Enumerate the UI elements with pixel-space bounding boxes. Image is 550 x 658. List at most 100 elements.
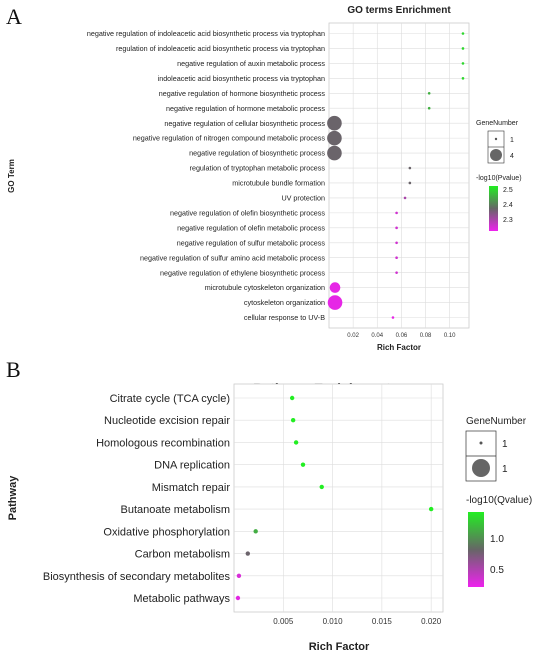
panel-b-category-label: DNA replication <box>154 460 230 472</box>
panel-a-category-label: regulation of indoleacetic acid biosynth… <box>116 44 325 53</box>
panel-a-category-label: negative regulation of hormone metabolic… <box>166 104 325 113</box>
panel-a-category-label: negative regulation of biosynthetic proc… <box>189 149 325 158</box>
panel-a-category-label: negative regulation of nitrogen compound… <box>133 134 326 143</box>
panel-b-color-legend-bar <box>468 512 484 587</box>
panel-a-point <box>408 181 412 185</box>
panel-a-point <box>395 256 398 260</box>
panel-a-point <box>427 106 431 110</box>
panel-b-point <box>428 506 434 512</box>
panel-b-point <box>236 573 242 578</box>
panel-a-point <box>461 77 465 80</box>
panel-b-x-tick-label: 0.005 <box>273 617 294 626</box>
panel-b-point <box>290 418 296 423</box>
panel-b-category-label: Nucleotide excision repair <box>104 415 230 427</box>
panel-b-category-label: Biosynthesis of secondary metabolites <box>43 571 231 583</box>
panel-b-point <box>235 595 241 601</box>
panel-a-point <box>395 241 398 245</box>
panel-a-category-label: negative regulation of cellular biosynth… <box>164 119 325 128</box>
panel-a-category-label: negative regulation of sulfur metabolic … <box>177 238 326 247</box>
panel-b-gridlines <box>234 384 443 612</box>
panel-a-category-label: negative regulation of olefin biosynthet… <box>170 208 325 217</box>
panel-a-plot-area <box>328 22 470 329</box>
panel-b-letter: B <box>6 357 21 382</box>
panel-b-category-label: Oxidative phosphorylation <box>103 526 230 538</box>
panel-b-x-tick-label: 0.015 <box>372 617 393 626</box>
panel-b-points <box>235 395 434 601</box>
panel-b-color-legend-label-1: 1.0 <box>490 534 504 545</box>
panel-a-category-label: cytoskeleton organization <box>244 298 325 307</box>
panel-a-category-label: UV protection <box>281 194 325 203</box>
panel-b-x-tick-label: 0.010 <box>323 617 344 626</box>
panel-b-point <box>253 529 258 534</box>
panel-b-category-label: Carbon metabolism <box>135 549 230 561</box>
panel-a-y-axis-label: GO Term <box>7 159 16 193</box>
panel-a-size-legend-label-2: 4 <box>510 153 514 160</box>
panel-a-category-label: cellular response to UV-B <box>244 313 325 322</box>
panel-a-x-tick-label: 0.02 <box>347 333 359 339</box>
panel-a-point <box>395 211 398 215</box>
panel-a-size-legend-label-1: 1 <box>510 137 514 144</box>
panel-a-color-legend-label-3: 2.3 <box>503 217 513 224</box>
panel-a-category-label: microtubule bundle formation <box>232 179 325 188</box>
panel-b-x-tick-label: 0.020 <box>421 617 442 626</box>
panel-a-category-label: negative regulation of hormone biosynthe… <box>159 89 326 98</box>
panel-a-letter: A <box>6 4 22 29</box>
panel-a-x-axis-label: Rich Factor <box>377 343 421 352</box>
panel-a-point <box>427 91 431 95</box>
panel-a-points <box>327 32 465 319</box>
panel-a-category-label: negative regulation of olefin metabolic … <box>177 223 325 232</box>
panel-b-point <box>300 462 306 467</box>
panel-a-point <box>461 47 465 50</box>
panel-a-category-label: negative regulation of sulfur amino acid… <box>140 253 325 262</box>
panel-a-point <box>329 282 341 293</box>
panel-a-title: GO terms Enrichment <box>347 5 451 16</box>
panel-a-point <box>327 130 342 146</box>
panel-a-size-legend-large-dot <box>490 149 502 161</box>
panel-a-color-legend-label-1: 2.5 <box>503 187 513 194</box>
panel-b-category-label: Homologous recombination <box>96 437 230 449</box>
panel-b-size-legend-title: GeneNumber <box>466 416 527 427</box>
panel-a-size-legend-small-dot <box>494 137 498 141</box>
panel-b-size-legend-label-2: 1 <box>502 464 508 475</box>
panel-a-point <box>327 115 342 131</box>
panel-b-point <box>293 440 299 445</box>
panel-a-gridlines <box>329 23 469 328</box>
panel-a-point <box>395 271 398 274</box>
panel-a-point <box>327 145 342 161</box>
panel-a-color-legend-label-2: 2.4 <box>503 202 513 209</box>
panel-a-color-legend-title: -log10(Pvalue) <box>476 175 522 182</box>
panel-b-category-label: Metabolic pathways <box>133 593 230 605</box>
panel-a-point <box>461 32 465 35</box>
panel-b-size-legend-label-1: 1 <box>502 439 508 450</box>
panel-b-color-legend-label-2: 0.5 <box>490 565 504 576</box>
panel-b-category-label: Mismatch repair <box>152 482 231 494</box>
panel-a-point <box>395 226 398 230</box>
panel-b-point <box>245 551 251 556</box>
panel-a-category-label: negative regulation of auxin metabolic p… <box>177 59 325 68</box>
panel-b-size-legend-large-dot <box>472 459 490 477</box>
panel-a-point <box>327 295 343 310</box>
panel-a-point <box>461 62 465 65</box>
panel-b-category-labels: Citrate cycle (TCA cycle) Nucleotide exci… <box>43 393 231 605</box>
panel-a-category-labels: negative regulation of indoleacetic acid… <box>87 29 326 322</box>
panel-b-color-legend-title: -log10(Qvalue) <box>466 495 532 506</box>
panel-a-category-label: indoleacetic acid biosynthetic process v… <box>158 74 325 83</box>
panel-a-x-tick-label: 0.06 <box>396 333 408 339</box>
panel-a-point <box>403 196 407 200</box>
panel-a-point <box>408 166 412 170</box>
panel-b-y-axis-label: Pathway <box>7 475 19 521</box>
panel-a-category-label: regulation of tryptophan metabolic proce… <box>190 164 326 173</box>
panel-b-point <box>289 395 295 401</box>
panel-b-x-ticks: 0.005 0.010 0.015 0.020 <box>273 617 441 626</box>
panel-b-category-label: Citrate cycle (TCA cycle) <box>110 393 230 405</box>
panel-a-category-label: negative regulation of indoleacetic acid… <box>87 29 325 38</box>
panel-b-category-label: Butanoate metabolism <box>121 504 230 516</box>
panel-b-size-legend-small-dot <box>479 441 483 445</box>
panel-a-x-tick-label: 0.04 <box>371 333 383 339</box>
panel-a-point <box>391 316 395 319</box>
panel-b-point <box>319 484 324 490</box>
panel-a-category-label: negative regulation of ethylene biosynth… <box>160 268 325 277</box>
panel-b-x-axis-label: Rich Factor <box>309 641 370 653</box>
panel-a-x-tick-label: 0.10 <box>444 333 456 339</box>
